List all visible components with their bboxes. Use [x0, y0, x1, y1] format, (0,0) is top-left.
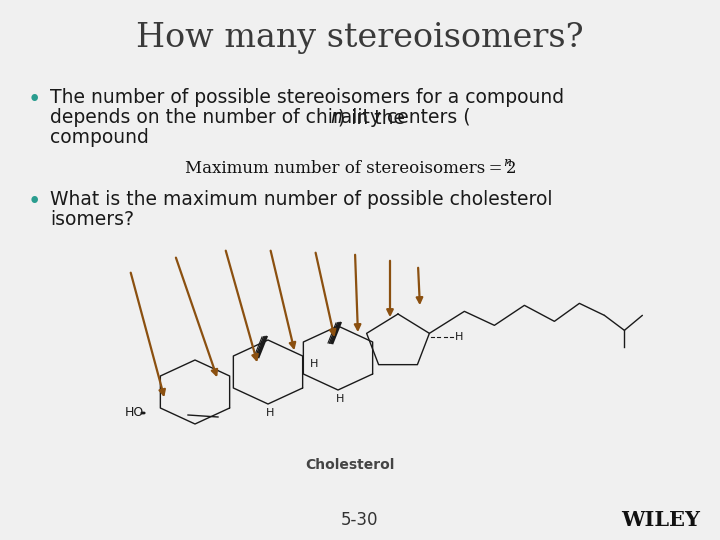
Text: •: •: [28, 88, 41, 111]
Text: WILEY: WILEY: [621, 510, 700, 530]
Text: H: H: [336, 394, 344, 404]
Text: n: n: [330, 108, 342, 127]
Text: 5-30: 5-30: [341, 511, 379, 529]
Text: What is the maximum number of possible cholesterol: What is the maximum number of possible c…: [50, 190, 552, 209]
Text: isomers?: isomers?: [50, 210, 134, 229]
Text: Maximum number of stereoisomers = 2: Maximum number of stereoisomers = 2: [185, 160, 516, 177]
Text: •: •: [28, 190, 41, 213]
Text: H: H: [455, 332, 464, 342]
Text: Cholesterol: Cholesterol: [305, 458, 395, 472]
Text: n: n: [503, 156, 511, 169]
Text: compound: compound: [50, 128, 149, 147]
Text: depends on the number of chirality centers (: depends on the number of chirality cente…: [50, 108, 471, 127]
Text: How many stereoisomers?: How many stereoisomers?: [136, 22, 584, 54]
Text: ) in the: ) in the: [338, 108, 405, 127]
Text: HO: HO: [125, 407, 144, 420]
Text: The number of possible stereoisomers for a compound: The number of possible stereoisomers for…: [50, 88, 564, 107]
Text: H: H: [310, 359, 318, 369]
Text: H: H: [266, 408, 274, 418]
